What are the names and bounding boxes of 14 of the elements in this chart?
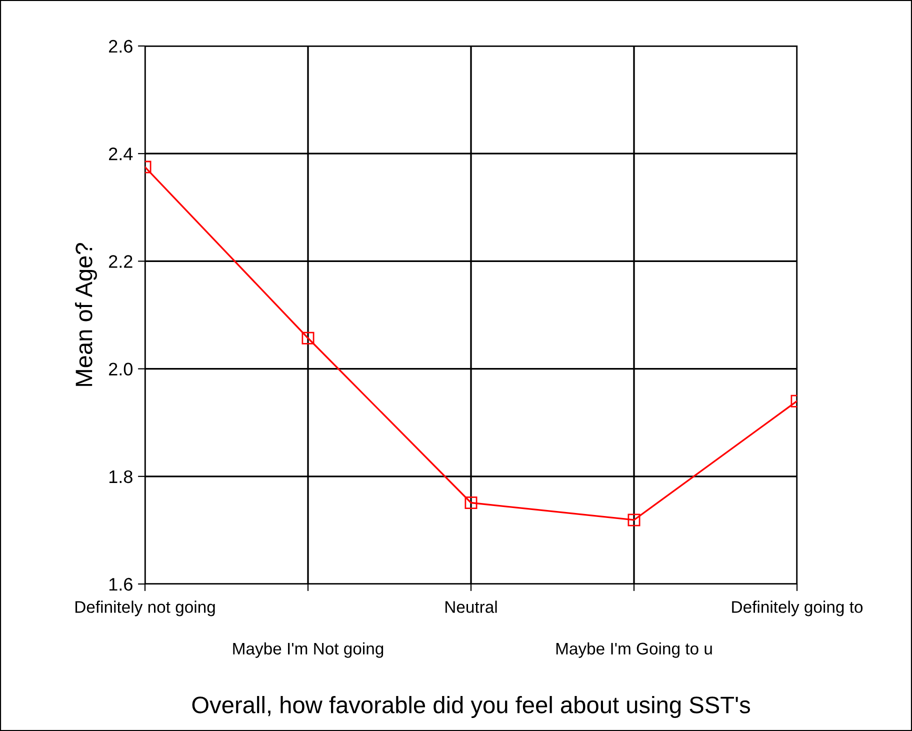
y-tick-label: 1.6 xyxy=(109,578,132,591)
y-tick-label: 1.8 xyxy=(109,470,132,484)
x-tick-label: Definitely going to xyxy=(732,600,863,616)
x-tick-label: Maybe I'm Going to u xyxy=(556,642,712,658)
y-tick-label: 2.4 xyxy=(109,148,133,160)
y-axis-title: Mean of Age? xyxy=(75,243,97,386)
x-axis-title: Overall, how favorable did you feel about using SST's xyxy=(192,696,750,718)
x-tick-label: Maybe I'm Not going xyxy=(233,642,384,658)
x-tick-label: Neutral xyxy=(446,600,497,613)
x-tick-label: Definitely not going xyxy=(75,600,215,616)
y-tick-label: 2.0 xyxy=(109,362,132,376)
y-tick-label: 2.6 xyxy=(109,40,132,53)
point xyxy=(464,496,478,510)
y-tick-label: 2.2 xyxy=(109,255,132,268)
